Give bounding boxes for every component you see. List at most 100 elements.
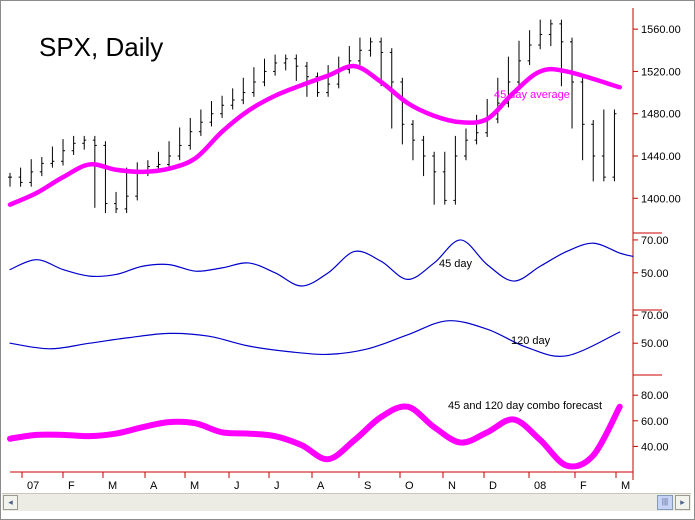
series-label: 120 day	[511, 335, 551, 347]
panel-2: 50.00 70.00 45 day	[9, 235, 669, 287]
price-bar	[92, 135, 97, 208]
price-bar	[283, 54, 288, 71]
x-tick-label: M	[108, 480, 117, 492]
price-bar	[220, 95, 225, 118]
price-bar	[410, 120, 415, 161]
x-tick-label: A	[317, 480, 325, 492]
y-tick-label: 1400.00	[641, 193, 681, 205]
y-tick-label: 1520.00	[641, 66, 681, 78]
price-bar	[156, 151, 161, 171]
y-tick-label: 1440.00	[641, 151, 681, 163]
price-bar	[124, 167, 129, 214]
price-bar	[241, 77, 246, 105]
horizontal-scrollbar[interactable]: ◂ ||| ▸	[2, 493, 691, 511]
price-bar	[39, 157, 44, 177]
price-bar	[379, 37, 384, 87]
price-bar	[474, 114, 479, 145]
y-tick-label: 50.00	[641, 338, 669, 350]
series-label: 45 day	[439, 258, 473, 270]
panel-3: 50.00 70.00 120 day	[9, 310, 669, 357]
price-bar	[495, 77, 500, 124]
x-tick-label: F	[68, 480, 75, 492]
y-tick-label: 70.00	[641, 310, 669, 322]
price-bar	[82, 135, 87, 150]
price-bar	[61, 139, 66, 166]
price-bar	[135, 162, 140, 201]
price-bar	[357, 37, 362, 66]
price-bar	[114, 191, 119, 214]
price-bar	[453, 135, 458, 205]
price-bar	[304, 61, 309, 97]
x-axis: 07 F M A M J J A S O N D 08 F M	[21, 472, 630, 492]
x-tick-label: S	[364, 480, 371, 492]
price-bar	[71, 135, 76, 155]
price-bar	[251, 67, 256, 97]
scroll-right-button[interactable]: ▸	[675, 495, 690, 510]
price-bar	[368, 37, 373, 57]
x-tick-label: F	[580, 480, 587, 492]
price-bar	[177, 127, 182, 161]
x-tick-label: 07	[27, 480, 39, 492]
chart-title: SPX, Daily	[39, 32, 163, 62]
price-bar	[315, 72, 320, 97]
price-bar	[548, 19, 553, 47]
price-bar	[612, 109, 617, 182]
x-tick-label: J	[274, 480, 280, 492]
series-line	[9, 239, 634, 287]
price-bar	[103, 141, 108, 214]
price-bar	[230, 88, 235, 110]
series-line	[9, 320, 621, 357]
price-bar	[591, 120, 596, 182]
price-bar	[421, 135, 426, 177]
scroll-left-button[interactable]: ◂	[3, 495, 18, 510]
x-tick-label: M	[621, 480, 630, 492]
y-tick-label: 50.00	[641, 268, 669, 280]
price-bar	[432, 151, 437, 205]
y-tick-label: 40.00	[641, 441, 669, 453]
y-tick-label: 1480.00	[641, 109, 681, 121]
x-tick-label: A	[150, 480, 158, 492]
price-bar	[273, 54, 278, 76]
y-tick-label: 60.00	[641, 416, 669, 428]
y-tick-label: 80.00	[641, 390, 669, 402]
series-label: 45 and 120 day combo forecast	[448, 400, 602, 412]
price-bar	[50, 146, 55, 168]
price-bar	[326, 65, 331, 97]
price-bar	[294, 54, 299, 81]
x-tick-label: 08	[534, 480, 546, 492]
panel-1: 1400.00 1440.00 1480.00 1520.00 1560.00 45 da…	[7, 19, 681, 214]
price-bar	[559, 19, 564, 87]
price-bar	[442, 151, 447, 205]
chart-panels: 1400.00 1440.00 1480.00 1520.00 1560.00 45 da…	[7, 8, 681, 480]
series-line	[7, 403, 623, 470]
price-bar	[167, 141, 172, 169]
price-bar	[262, 58, 267, 87]
y-tick-label: 1560.00	[641, 24, 681, 36]
x-tick-label: D	[489, 480, 497, 492]
y-tick-label: 70.00	[641, 235, 669, 247]
price-bar	[209, 101, 214, 127]
series-label: 45 day average	[494, 89, 570, 101]
price-bar	[198, 109, 203, 136]
price-bar	[29, 159, 34, 187]
price-bar	[400, 77, 405, 145]
price-bar	[538, 19, 543, 50]
price-bar	[517, 40, 522, 87]
price-bar	[8, 172, 12, 187]
x-tick-label: N	[448, 480, 456, 492]
price-bar	[601, 109, 606, 182]
scroll-thumb[interactable]: |||	[657, 495, 673, 510]
x-tick-label: O	[405, 480, 414, 492]
panel-4: 40.00 60.00 80.00 45 and 120 day combo fore…	[7, 390, 669, 470]
price-bar	[188, 117, 193, 150]
price-bar	[570, 37, 575, 129]
price-bar	[463, 128, 468, 161]
x-tick-label: J	[234, 480, 240, 492]
x-tick-label: M	[190, 480, 199, 492]
price-bar	[527, 30, 532, 66]
price-bar	[347, 46, 352, 74]
chart-canvas: 1400.00 1440.00 1480.00 1520.00 1560.00 45 da…	[7, 8, 681, 492]
series-line	[7, 63, 622, 207]
price-bar	[18, 167, 23, 187]
